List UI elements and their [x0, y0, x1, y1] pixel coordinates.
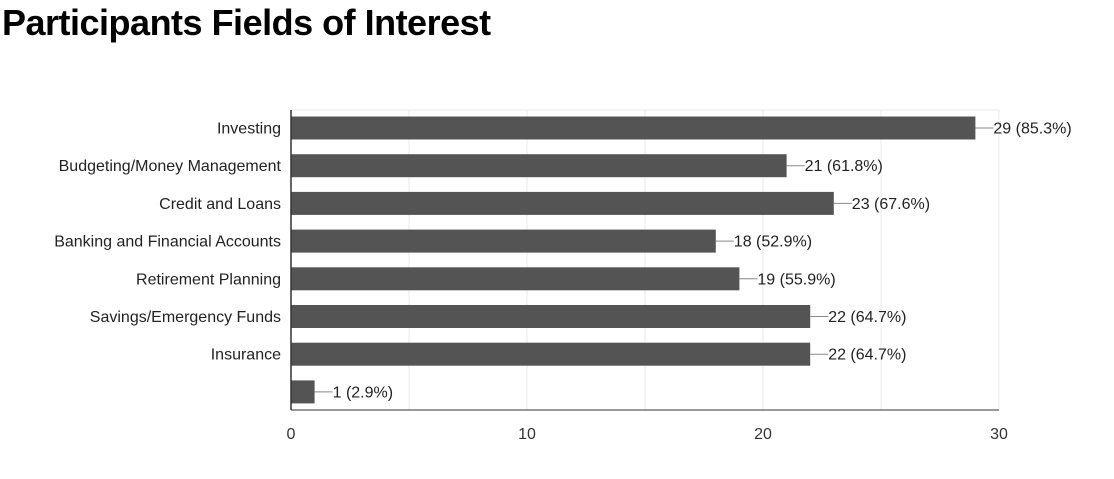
- category-label: Savings/Emergency Funds: [90, 309, 281, 326]
- category-labels: Investing Budgeting/Money Management Credi…: [54, 121, 281, 364]
- bar: [291, 380, 315, 404]
- data-label: 23 (67.6%): [852, 196, 930, 213]
- bar: [291, 154, 787, 178]
- data-label: 1 (2.9%): [333, 384, 393, 401]
- category-label: Credit and Loans: [159, 196, 281, 213]
- category-label: Investing: [217, 121, 281, 138]
- x-tick-label: 30: [990, 426, 1008, 443]
- bar: [291, 229, 716, 253]
- x-tick-label: 20: [754, 426, 772, 443]
- x-axis-ticks: 0 10 20 30: [287, 426, 1008, 443]
- data-label: 29 (85.3%): [993, 121, 1071, 138]
- bars: 29 (85.3%) 21 (61.8%) 23 (67.6%) 18 (52.9%)…: [291, 116, 1072, 404]
- category-label: Banking and Financial Accounts: [54, 234, 281, 251]
- axes: [290, 110, 999, 411]
- data-label: 18 (52.9%): [734, 234, 812, 251]
- data-label: 22 (64.7%): [828, 347, 906, 364]
- bar: [291, 305, 811, 328]
- chart-title: Participants Fields of Interest: [2, 2, 491, 43]
- data-label: 21 (61.8%): [805, 158, 883, 175]
- bar: [291, 116, 976, 140]
- category-label: Budgeting/Money Management: [59, 158, 282, 175]
- bar: [291, 342, 811, 366]
- x-tick-label: 10: [518, 426, 536, 443]
- category-label: Retirement Planning: [136, 271, 281, 288]
- bar: [291, 191, 834, 215]
- data-label: 19 (55.9%): [757, 271, 835, 288]
- data-label: 22 (64.7%): [828, 309, 906, 326]
- category-label: Insurance: [211, 347, 281, 364]
- bar: [291, 267, 740, 291]
- x-tick-label: 0: [287, 426, 296, 443]
